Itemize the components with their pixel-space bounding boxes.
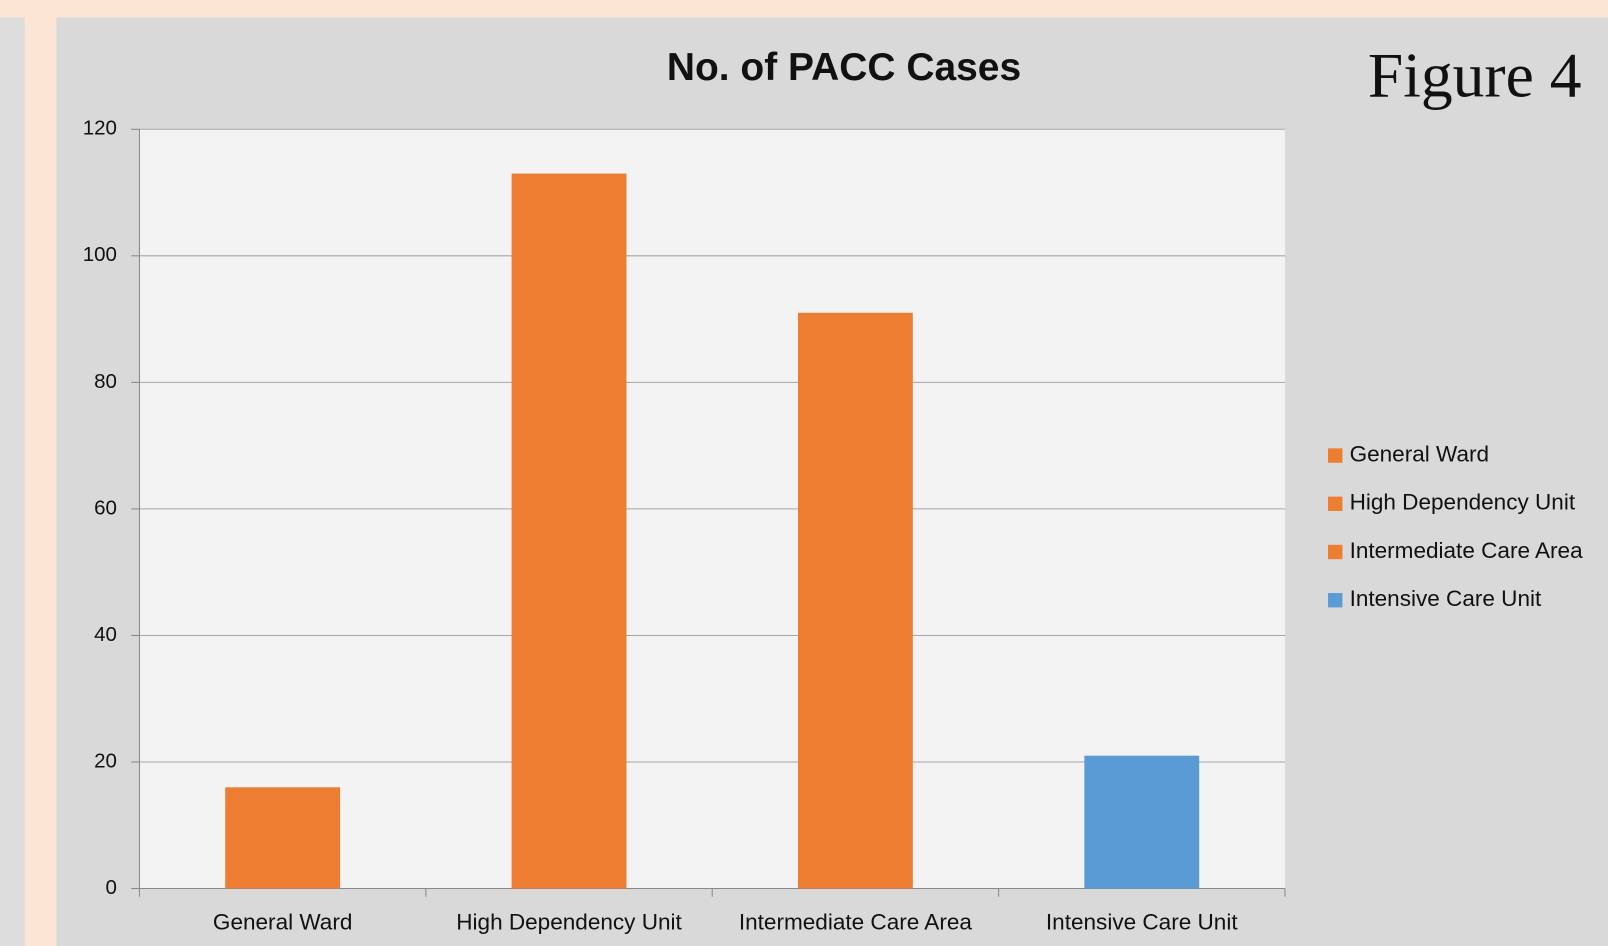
x-tick-label: Intensive Care Unit — [1046, 909, 1238, 934]
bar — [225, 787, 341, 889]
y-tick-label: 100 — [83, 243, 117, 266]
x-tick-label: High Dependency Unit — [456, 909, 682, 934]
legend-swatch — [1328, 593, 1343, 608]
legend-label: Intensive Care Unit — [1350, 586, 1542, 611]
legend-swatch — [1328, 448, 1343, 463]
bar — [511, 173, 627, 889]
x-tick-label: General Ward — [213, 909, 352, 934]
figure-label: Figure 4 — [1368, 40, 1582, 111]
bar — [797, 312, 913, 889]
x-tick-label: Intermediate Care Area — [739, 909, 973, 934]
bar — [1084, 755, 1200, 889]
legend-swatch — [1328, 496, 1343, 511]
legend-label: General Ward — [1350, 442, 1489, 467]
y-tick-label: 60 — [94, 496, 117, 519]
y-tick-label: 0 — [106, 876, 117, 899]
legend-label: Intermediate Care Area — [1350, 538, 1584, 563]
left-strip — [0, 17, 25, 946]
y-tick-label: 80 — [94, 370, 117, 393]
legend-swatch — [1328, 544, 1343, 560]
y-tick-label: 120 — [83, 117, 117, 140]
y-tick-label: 40 — [94, 623, 117, 646]
legend-label: High Dependency Unit — [1350, 490, 1576, 515]
y-tick-label: 20 — [94, 749, 117, 772]
chart-title: No. of PACC Cases — [667, 46, 1021, 89]
